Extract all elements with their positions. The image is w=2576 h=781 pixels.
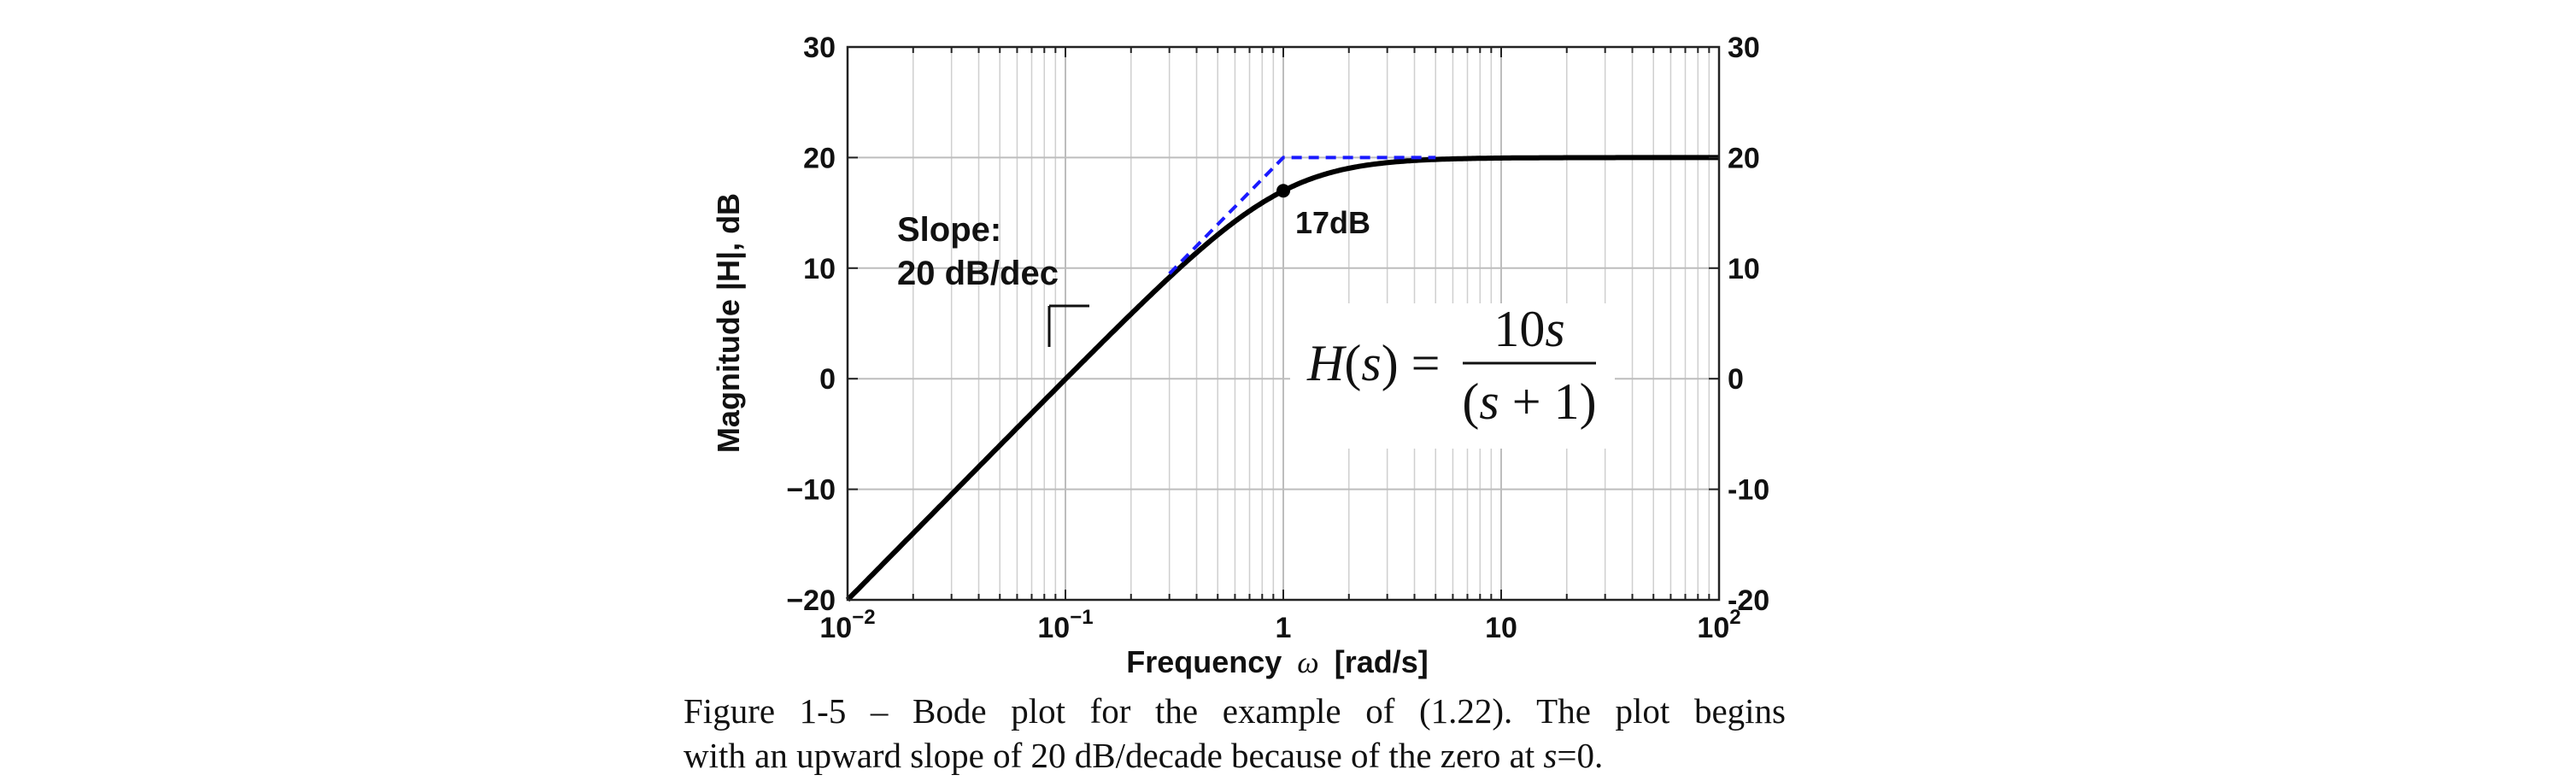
transfer-function: H(s) = 10s (s + 1): [1290, 301, 1615, 449]
x-axis-label: Frequency ω [rad/s]: [1126, 644, 1429, 679]
marker-point: [1276, 184, 1290, 198]
x-tick-label: 10: [1485, 612, 1517, 644]
x-tick-label: 1: [1276, 612, 1292, 644]
x-tick-label: 10−1: [1037, 606, 1093, 644]
y-tick-label-right: 0: [1728, 363, 1744, 396]
x-tick-label: 10−2: [819, 606, 875, 644]
y-tick-label-right: 30: [1728, 32, 1760, 64]
asymptote-line: [1168, 156, 1436, 275]
y-tick-label-left: 0: [819, 363, 836, 396]
marker-layer: 17dB: [1276, 184, 1370, 240]
slope-annotation-line1: Slope:: [897, 211, 1001, 249]
figure-caption: Figure 1-5 – Bode plot for the example o…: [684, 689, 1786, 778]
formula-lhs: H(s) =: [1306, 335, 1441, 391]
formula-denominator: (s + 1): [1462, 373, 1596, 430]
slope-indicator: [1047, 304, 1089, 347]
slope-annotation-line2: 20 dB/dec: [897, 255, 1059, 292]
formula-numerator: 10s: [1493, 301, 1564, 357]
y-tick-label-left: −20: [786, 584, 836, 617]
caption-line-2: with an upward slope of 20 dB/decade bec…: [684, 733, 1786, 778]
caption-line-1: Figure 1-5 – Bode plot for the example o…: [684, 691, 1786, 731]
tick-marks: [847, 46, 1720, 601]
y-tick-label-left: 20: [803, 142, 836, 174]
marker-label: 17dB: [1295, 205, 1370, 240]
y-tick-labels-left: 30 20 10 0 −10 −20: [786, 32, 836, 617]
x-tick-labels: 10−2 10−1 1 10 102: [819, 606, 1740, 644]
x-tick-label: 102: [1697, 606, 1740, 644]
formula-background: [1290, 303, 1615, 449]
y-tick-label-left: −10: [786, 474, 836, 507]
y-tick-label-left: 10: [803, 253, 836, 285]
y-tick-label-right: 20: [1728, 142, 1760, 174]
y-tick-label-right: -20: [1728, 584, 1769, 617]
y-tick-labels-right: 30 20 10 0 -10 -20: [1728, 32, 1769, 617]
y-axis-label: Magnitude |H|, dB: [711, 193, 747, 453]
caption-line-2-end: =0.: [1557, 736, 1604, 775]
y-tick-label-right: 10: [1728, 253, 1760, 285]
y-tick-label-right: -10: [1728, 474, 1769, 507]
y-tick-label-left: 30: [803, 32, 836, 64]
caption-line-2-text: with an upward slope of 20 dB/decade bec…: [684, 736, 1544, 775]
caption-variable: s: [1543, 736, 1558, 775]
